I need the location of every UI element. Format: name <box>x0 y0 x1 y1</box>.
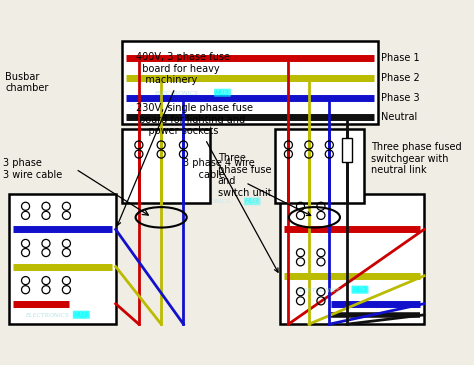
Text: 400V, 3 phase fuse
  board for heavy
   machinery: 400V, 3 phase fuse board for heavy machi… <box>117 52 230 226</box>
Bar <box>275 129 364 203</box>
Text: Busbar
chamber: Busbar chamber <box>5 72 48 93</box>
Bar <box>122 41 378 124</box>
Text: HU3: HU3 <box>215 90 230 96</box>
Text: ELECTRONICS: ELECTRONICS <box>187 199 231 204</box>
Text: ELECTRONICS: ELECTRONICS <box>26 313 70 318</box>
Text: ELECTRONICS: ELECTRONICS <box>297 288 341 293</box>
Bar <box>342 138 352 162</box>
Text: HU3: HU3 <box>74 312 89 318</box>
Text: Three
phase fuse
and
switch unit: Three phase fuse and switch unit <box>218 153 272 198</box>
Text: Phase 3: Phase 3 <box>381 93 420 103</box>
Text: 230V, single phase fuse
 board for lighting and
    power sockets: 230V, single phase fuse board for lighti… <box>136 103 278 272</box>
Bar <box>122 129 210 203</box>
Bar <box>280 194 424 324</box>
Text: HU3: HU3 <box>245 199 260 204</box>
Text: 3 phase
3 wire cable: 3 phase 3 wire cable <box>3 158 63 180</box>
Text: HU3: HU3 <box>353 287 367 293</box>
Text: Three phase fused
switchgear with
neutral link: Three phase fused switchgear with neutra… <box>371 142 462 176</box>
Text: 3 phase 4 wire
     cable: 3 phase 4 wire cable <box>182 158 310 215</box>
Text: Phase 1: Phase 1 <box>381 53 420 62</box>
Bar <box>9 194 116 324</box>
Text: Phase 2: Phase 2 <box>381 73 420 83</box>
Text: ELECTRONICS: ELECTRONICS <box>155 91 199 96</box>
Text: Neutral: Neutral <box>381 112 418 122</box>
